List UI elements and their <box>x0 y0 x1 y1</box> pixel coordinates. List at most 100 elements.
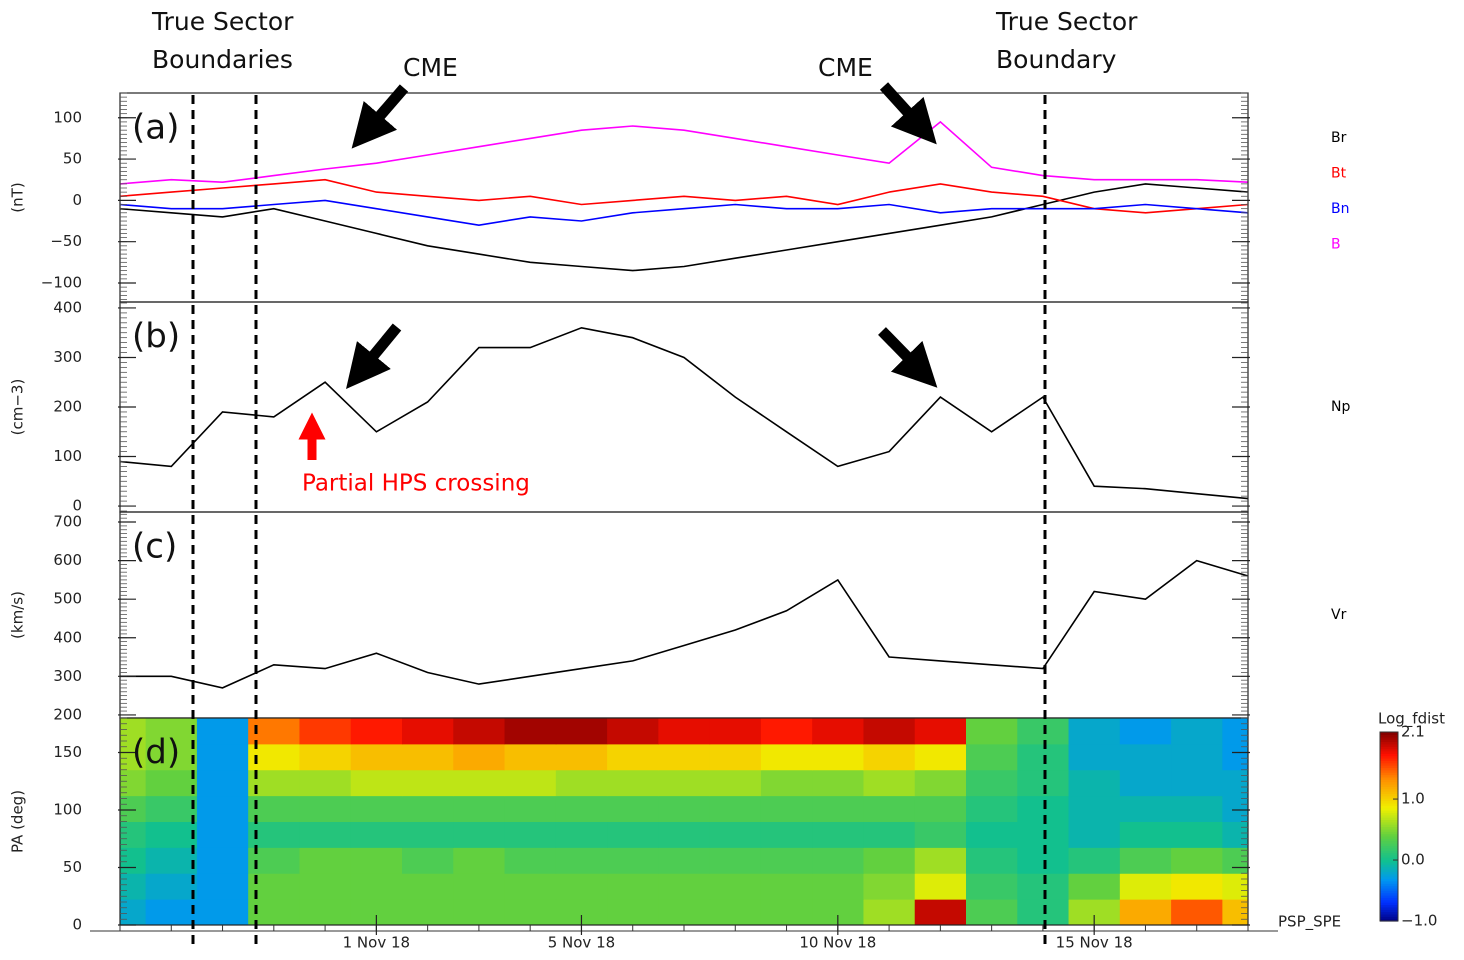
heatmap-cell <box>1017 821 1070 848</box>
heatmap-cell <box>760 769 813 797</box>
colorbar-step <box>1380 776 1398 780</box>
series-line <box>119 199 1249 227</box>
heatmap-cell <box>1017 769 1070 797</box>
x-tick-label: 10 Nov 18 <box>799 934 876 952</box>
annotation: Boundaries <box>152 45 293 74</box>
heatmap-cell <box>1017 795 1070 822</box>
heatmap-cell <box>1171 847 1223 874</box>
y-tick-label: −100 <box>41 274 82 292</box>
y-axis-label: (cm−3) <box>9 379 27 436</box>
heatmap-cell <box>709 718 762 745</box>
heatmap-cell <box>658 873 711 900</box>
heatmap-cell <box>1171 873 1223 900</box>
colorbar-step <box>1380 892 1398 896</box>
heatmap-cell <box>709 847 762 874</box>
annotation: CME <box>403 53 458 82</box>
heatmap-cell <box>120 899 147 926</box>
colorbar-step <box>1380 824 1398 828</box>
heatmap-cell <box>555 718 608 745</box>
heatmap-cell <box>863 873 916 900</box>
heatmap-cell <box>1171 821 1223 848</box>
heatmap-cell <box>120 743 147 771</box>
heatmap-cell <box>350 743 403 771</box>
heatmap-cell <box>555 795 608 822</box>
y-axis-label: PA (deg) <box>9 790 27 853</box>
heatmap-cell <box>350 847 403 874</box>
heatmap-cell <box>966 873 1018 900</box>
heatmap-cell <box>863 743 916 771</box>
colorbar-step <box>1380 850 1398 854</box>
heatmap-cell <box>709 821 762 848</box>
colorbar-step <box>1380 812 1398 816</box>
heatmap-cell <box>1017 743 1070 771</box>
colorbar-step <box>1380 793 1398 797</box>
heatmap-cell <box>658 769 711 797</box>
colorbar-step <box>1380 876 1398 880</box>
heatmap-cell <box>1017 718 1070 745</box>
colorbar-step <box>1380 769 1398 773</box>
heatmap-cell <box>658 899 711 926</box>
heatmap-cell <box>350 718 403 745</box>
series-line <box>120 559 1249 689</box>
series-line <box>119 178 1249 214</box>
colorbar-step <box>1380 880 1398 884</box>
heatmap-cell <box>299 821 352 848</box>
heatmap-cell <box>145 899 198 926</box>
heatmap-cell <box>966 821 1018 848</box>
heatmap-cell <box>812 718 864 745</box>
heatmap-cell <box>453 718 506 745</box>
y-tick-label: 300 <box>53 667 82 685</box>
heatmap-cell <box>196 795 249 822</box>
heatmap-cell <box>966 718 1018 745</box>
colorbar-step <box>1380 760 1398 764</box>
colorbar-step <box>1380 857 1398 861</box>
heatmap-cell <box>966 769 1018 797</box>
y-axis-label: (km/s) <box>9 591 27 639</box>
colorbar-step <box>1380 743 1398 747</box>
heatmap-cell <box>863 899 916 926</box>
heatmap-cell <box>145 873 198 900</box>
heatmap-cell <box>760 718 813 745</box>
x-tick-label: 1 Nov 18 <box>343 934 410 952</box>
heatmap-cell <box>504 769 557 797</box>
heatmap-cell <box>299 873 352 900</box>
heatmap-cell <box>402 795 454 822</box>
colorbar-step <box>1380 859 1398 863</box>
heatmap-cell <box>350 821 403 848</box>
series-line <box>119 120 1249 185</box>
heatmap-cell <box>966 743 1018 771</box>
heatmap-cell <box>299 769 352 797</box>
heatmap-cell <box>299 718 352 745</box>
heatmap-cell <box>402 873 454 900</box>
heatmap-cell <box>607 821 659 848</box>
colorbar-step <box>1380 895 1398 898</box>
heatmap-cell <box>120 873 147 900</box>
colorbar-step <box>1380 899 1398 903</box>
heatmap-cell <box>453 769 506 797</box>
y-tick-label: 0 <box>72 916 82 934</box>
heatmap-cell <box>812 769 864 797</box>
heatmap-cell <box>402 847 454 874</box>
heatmap-cell <box>196 769 249 797</box>
colorbar-step <box>1380 897 1398 901</box>
heatmap-cell <box>1222 873 1249 900</box>
legend-entry: B <box>1331 237 1341 253</box>
y-tick-label: 400 <box>53 628 82 646</box>
heatmap-cell <box>555 873 608 900</box>
arrow <box>351 84 409 149</box>
colorbar-step <box>1380 911 1398 915</box>
colorbar-step <box>1380 871 1398 875</box>
heatmap-cell <box>607 769 659 797</box>
y-tick-label: −50 <box>50 232 82 250</box>
colorbar-step <box>1380 786 1398 790</box>
heatmap-cell <box>812 847 864 874</box>
heatmap-cell <box>607 847 659 874</box>
heatmap-cell <box>196 821 249 848</box>
x-tick-label: 15 Nov 18 <box>1056 934 1133 952</box>
colorbar-step <box>1380 913 1398 917</box>
heatmap-cell <box>1119 873 1172 900</box>
heatmap-cell <box>555 847 608 874</box>
heatmap-cell <box>658 743 711 771</box>
colorbar-step <box>1380 741 1398 745</box>
